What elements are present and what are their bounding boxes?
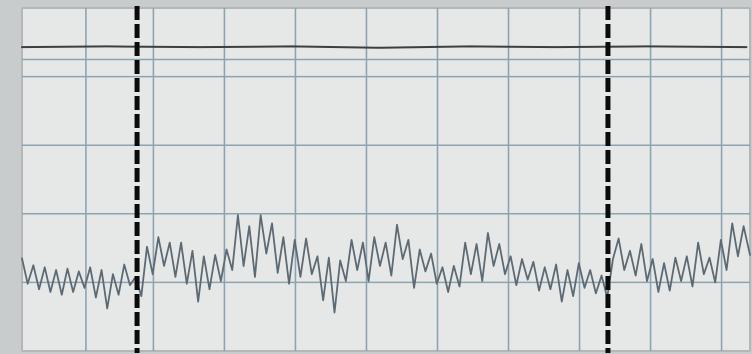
signal-trace-layer: [21, 214, 751, 314]
grid-layer: [22, 8, 750, 351]
paper-background: [21, 7, 751, 352]
oscillating-signal-trace: [21, 214, 751, 314]
event-marker-layer: [134, 6, 611, 353]
